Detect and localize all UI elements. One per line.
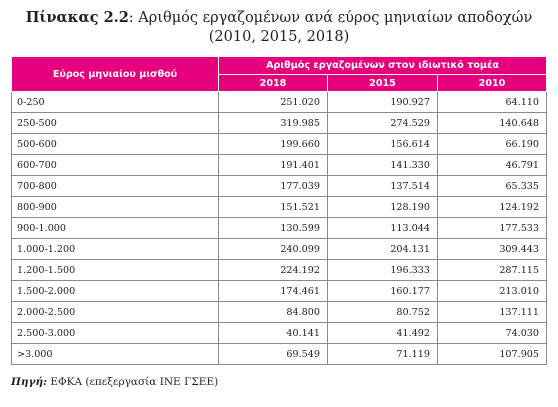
cell-2018: 130.599 (218, 217, 328, 239)
cell-2015: 156.614 (327, 133, 438, 155)
header-year-2018: 2018 (218, 74, 328, 92)
cell-2010: 66.190 (436, 133, 548, 155)
cell-range: 700-800 (11, 175, 219, 197)
cell-2010: 287.115 (436, 259, 548, 281)
table-row: 700-800 177.039 137.514 65.335 (11, 175, 548, 197)
cell-2018: 69.549 (218, 343, 328, 365)
cell-2010: 309.443 (436, 238, 548, 260)
cell-2018: 240.099 (218, 238, 328, 260)
table-row: 0-250 251.020 190.927 64.110 (11, 91, 548, 113)
cell-2018: 40.141 (218, 322, 328, 344)
cell-range: 900-1.000 (11, 217, 219, 239)
cell-2015: 160.177 (327, 280, 438, 302)
cell-2015: 274.529 (327, 112, 438, 134)
cell-range: 2.500-3.000 (11, 322, 219, 344)
cell-range: 500-600 (11, 133, 219, 155)
table-row: 800-900 151.521 128.190 124.192 (11, 196, 548, 218)
header-employee-count-group: Αριθμός εργαζομένων στον ιδιωτικό τομέα (217, 56, 548, 75)
table-row: >3.000 69.549 71.119 107.905 (11, 343, 548, 365)
cell-2010: 177.533 (436, 217, 548, 239)
cell-range: 0-250 (11, 91, 219, 113)
cell-range: 800-900 (11, 196, 219, 218)
cell-2015: 128.190 (327, 196, 438, 218)
header-year-2015: 2015 (327, 74, 438, 92)
cell-range: 1.200-1.500 (11, 259, 219, 281)
cell-2018: 191.401 (218, 154, 328, 176)
source-text: ΕΦΚΑ (επεξεργασία ΙΝΕ ΓΣΕΕ) (47, 376, 219, 388)
cell-2010: 64.110 (436, 91, 548, 113)
table-body: 0-250 251.020 190.927 64.110 250-500 319… (11, 91, 548, 365)
cell-2015: 204.131 (327, 238, 438, 260)
table-row: 1.000-1.200 240.099 204.131 309.443 (11, 238, 548, 260)
cell-2018: 199.660 (218, 133, 328, 155)
cell-range: 1.500-2.000 (11, 280, 219, 302)
cell-2018: 224.192 (218, 259, 328, 281)
table-row: 500-600 199.660 156.614 66.190 (11, 133, 548, 155)
cell-range: 1.000-1.200 (11, 238, 219, 260)
cell-2018: 151.521 (218, 196, 328, 218)
cell-2015: 196.333 (327, 259, 438, 281)
table-row: 2.000-2.500 84.800 80.752 137.111 (11, 301, 548, 323)
cell-range: 600-700 (11, 154, 219, 176)
caption-years: (2010, 2015, 2018) (208, 29, 350, 45)
table-row: 600-700 191.401 141.330 46.791 (11, 154, 548, 176)
cell-2010: 65.335 (436, 175, 548, 197)
table-row: 1.200-1.500 224.192 196.333 287.115 (11, 259, 548, 281)
source-note: Πηγή: ΕΦΚΑ (επεξεργασία ΙΝΕ ΓΣΕΕ) (11, 376, 218, 388)
cell-2015: 80.752 (327, 301, 438, 323)
table-row: 250-500 319.985 274.529 140.648 (11, 112, 548, 134)
cell-2010: 74.030 (436, 322, 548, 344)
cell-2018: 177.039 (218, 175, 328, 197)
cell-range: 250-500 (11, 112, 219, 134)
table-row: 900-1.000 130.599 113.044 177.533 (11, 217, 548, 239)
table-caption: Πίνακας 2.2: Αριθμός εργαζομένων ανά εύρ… (0, 8, 558, 47)
cell-2010: 107.905 (436, 343, 548, 365)
cell-2015: 190.927 (327, 91, 438, 113)
cell-range: 2.000-2.500 (11, 301, 219, 323)
source-label: Πηγή: (11, 376, 47, 388)
caption-label: Πίνακας 2.2 (25, 9, 129, 26)
cell-2010: 46.791 (436, 154, 548, 176)
cell-2010: 137.111 (436, 301, 548, 323)
cell-2015: 41.492 (327, 322, 438, 344)
cell-2018: 319.985 (218, 112, 328, 134)
header-year-2010: 2010 (436, 74, 548, 92)
cell-2015: 137.514 (327, 175, 438, 197)
cell-2010: 213.010 (436, 280, 548, 302)
cell-2015: 113.044 (327, 217, 438, 239)
cell-range: >3.000 (11, 343, 219, 365)
cell-2018: 174.461 (218, 280, 328, 302)
caption-line-1: Πίνακας 2.2: Αριθμός εργαζομένων ανά εύρ… (0, 8, 558, 28)
cell-2015: 71.119 (327, 343, 438, 365)
header-salary-range: Εύρος μηνιαίου μισθού (11, 56, 219, 92)
cell-2015: 141.330 (327, 154, 438, 176)
table-row: 1.500-2.000 174.461 160.177 213.010 (11, 280, 548, 302)
cell-2010: 124.192 (436, 196, 548, 218)
table-row: 2.500-3.000 40.141 41.492 74.030 (11, 322, 548, 344)
cell-2010: 140.648 (436, 112, 548, 134)
salary-distribution-table: Εύρος μηνιαίου μισθού Αριθμός εργαζομένω… (11, 56, 548, 365)
caption-title: : Αριθμός εργαζομένων ανά εύρος μηνιαίων… (128, 10, 533, 26)
cell-2018: 251.020 (218, 91, 328, 113)
cell-2018: 84.800 (218, 301, 328, 323)
